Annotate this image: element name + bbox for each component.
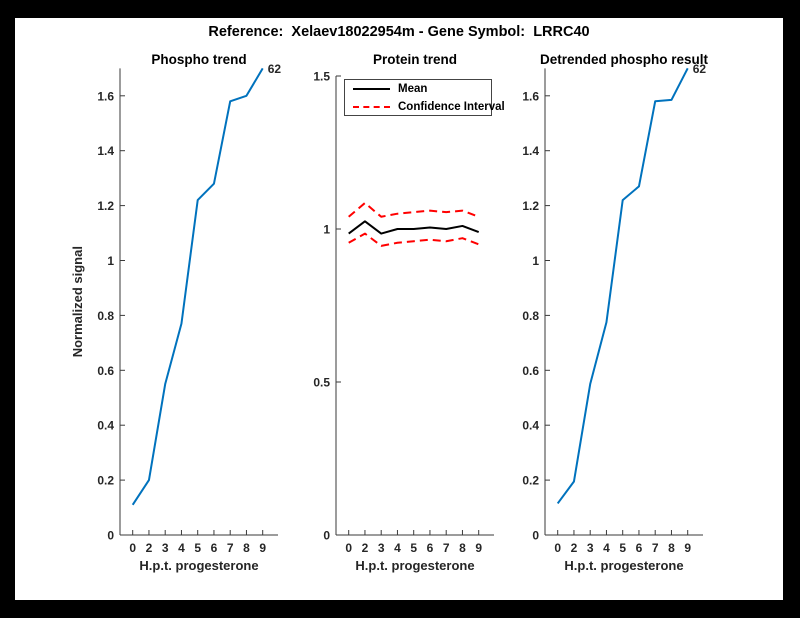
x-tick-label: 8 (668, 541, 675, 555)
figure-canvas: Reference: Xelaev18022954m - Gene Symbol… (15, 18, 783, 600)
end-annotation-detrended-phospho-result: 62 (693, 62, 707, 76)
x-axis-label-protein-trend: H.p.t. progesterone (355, 558, 474, 573)
x-tick-label: 9 (684, 541, 691, 555)
x-tick-label: 4 (178, 541, 185, 555)
x-tick-label: 3 (162, 541, 169, 555)
x-axis-label-phospho-trend: H.p.t. progesterone (139, 558, 258, 573)
x-tick-label: 3 (587, 541, 594, 555)
y-tick-label: 0.8 (522, 309, 539, 323)
x-tick-label: 6 (636, 541, 643, 555)
y-axis-label-phospho-trend: Normalized signal (70, 246, 85, 357)
x-tick-label: 7 (443, 541, 450, 555)
y-tick-label: 0 (323, 529, 330, 543)
x-tick-label: 7 (652, 541, 659, 555)
x-tick-label: 5 (619, 541, 626, 555)
series-phospho-trend (131, 67, 264, 506)
x-tick-label: 7 (227, 541, 234, 555)
x-axis-label-detrended-phospho-result: H.p.t. progesterone (564, 558, 683, 573)
legend-label-mean: Mean (398, 82, 428, 95)
legend-item-confidence-interval: Confidence Interval (353, 99, 505, 114)
y-tick-label: 1.6 (522, 89, 539, 103)
legend-item-mean: Mean (353, 81, 491, 96)
subplot-title-detrended-phospho-result: Detrended phospho result (540, 52, 709, 67)
end-annotation-phospho-trend: 62 (268, 62, 282, 76)
mean-line-sample-icon (353, 87, 390, 90)
y-tick-label: 0.5 (313, 376, 330, 390)
x-tick-label: 0 (554, 541, 561, 555)
legend-label-confidence-interval: Confidence Interval (398, 100, 505, 113)
series-confidence-interval-lower (348, 232, 480, 247)
y-tick-label: 1.6 (97, 89, 114, 103)
subplot-title-phospho-trend: Phospho trend (151, 52, 246, 67)
legend: Mean Confidence Interval (344, 79, 505, 116)
y-tick-label: 0.4 (97, 419, 114, 433)
series-confidence-interval-upper (348, 201, 480, 218)
x-tick-label: 9 (259, 541, 266, 555)
y-tick-label: 0 (532, 529, 539, 543)
y-tick-label: 1.5 (313, 70, 330, 84)
series-detrended-phospho (556, 67, 689, 505)
x-tick-label: 2 (571, 541, 578, 555)
y-tick-label: 0.6 (522, 364, 539, 378)
x-tick-label: 3 (378, 541, 385, 555)
y-tick-label: 0.2 (97, 474, 114, 488)
x-tick-label: 0 (345, 541, 352, 555)
x-tick-label: 4 (603, 541, 610, 555)
y-tick-label: 1.4 (522, 144, 539, 158)
y-tick-label: 0.4 (522, 419, 539, 433)
x-tick-label: 2 (146, 541, 153, 555)
y-tick-label: 1 (532, 254, 539, 268)
confidence-interval-line-sample-icon (353, 105, 390, 108)
y-tick-label: 1 (323, 223, 330, 237)
subplot-title-protein-trend: Protein trend (373, 52, 457, 67)
x-tick-label: 6 (211, 541, 218, 555)
y-tick-label: 0.2 (522, 474, 539, 488)
y-tick-label: 1 (107, 254, 114, 268)
charts-svg: 00.20.40.60.811.21.41.60 2 3 4 5 6 7 8 9Phospho … (70, 52, 709, 573)
x-tick-label: 4 (394, 541, 401, 555)
y-tick-label: 1.2 (522, 199, 539, 213)
x-tick-label: 8 (243, 541, 250, 555)
y-tick-label: 1.4 (97, 144, 114, 158)
x-tick-label: 5 (194, 541, 201, 555)
x-tick-label: 6 (427, 541, 434, 555)
x-tick-label: 8 (459, 541, 466, 555)
x-tick-label: 2 (362, 541, 369, 555)
x-tick-label: 9 (475, 541, 482, 555)
figure-title: Reference: Xelaev18022954m - Gene Symbol… (208, 24, 590, 40)
y-tick-label: 0.6 (97, 364, 114, 378)
y-tick-label: 0 (107, 529, 114, 543)
x-tick-label: 5 (410, 541, 417, 555)
x-tick-label: 0 (129, 541, 136, 555)
y-tick-label: 0.8 (97, 309, 114, 323)
series-mean (348, 220, 480, 235)
y-tick-label: 1.2 (97, 199, 114, 213)
